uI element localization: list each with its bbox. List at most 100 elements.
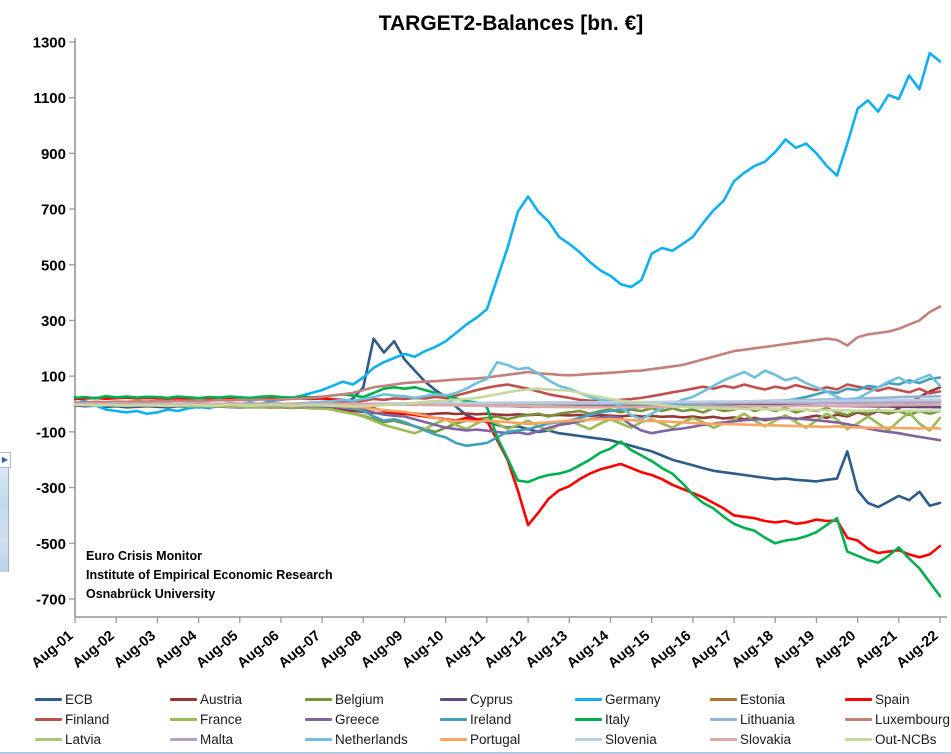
legend-swatch-italy — [575, 717, 602, 721]
y-axis-label: 1100 — [33, 90, 66, 107]
legend-item-malta[interactable]: Malta — [170, 732, 305, 747]
legend-swatch-france — [170, 717, 197, 721]
legend-item-italy[interactable]: Italy — [575, 712, 710, 727]
y-axis-label: 900 — [41, 146, 66, 163]
x-axis-label: Aug-01 — [29, 628, 77, 672]
legend-swatch-malta — [170, 737, 197, 741]
x-axis-label: Aug-19 — [770, 628, 818, 672]
y-axis-label: -500 — [36, 536, 66, 553]
legend-label-ecb: ECB — [65, 691, 93, 707]
legend-swatch-slovakia — [710, 737, 737, 741]
x-axis-label: Aug-12 — [482, 628, 530, 672]
series-line-italy — [73, 385, 942, 598]
series-line-luxembourg — [73, 305, 942, 404]
legend-label-ireland: Ireland — [470, 711, 512, 727]
legend-label-estonia: Estonia — [740, 691, 786, 707]
legend-label-cyprus: Cyprus — [470, 691, 513, 707]
legend-item-out-ncbs[interactable]: Out-NCBs — [845, 732, 951, 747]
legend-label-slovakia: Slovakia — [740, 731, 792, 747]
legend-item-france[interactable]: France — [170, 712, 305, 727]
scroll-arrow-icon[interactable]: ▶ — [0, 452, 11, 468]
x-axis-label: Aug-06 — [235, 628, 283, 672]
legend-label-belgium: Belgium — [335, 691, 384, 707]
series-line-germany — [73, 51, 942, 416]
legend-item-finland[interactable]: Finland — [35, 712, 170, 727]
x-axis-label: Aug-20 — [811, 628, 859, 672]
series-line-out-ncbs — [73, 387, 942, 413]
legend-label-out-ncbs: Out-NCBs — [875, 731, 937, 747]
window-border-bottom — [0, 752, 951, 754]
chart-legend: ECB Austria Belgium Cyprus Germany Estonia Spa… — [35, 689, 951, 749]
x-axis-label: Aug-13 — [523, 628, 571, 672]
x-axis-label: Aug-08 — [317, 628, 365, 672]
x-axis-label: Aug-07 — [276, 628, 324, 672]
legend-item-cyprus[interactable]: Cyprus — [440, 692, 575, 707]
legend-item-slovenia[interactable]: Slovenia — [575, 732, 710, 747]
legend-swatch-ecb — [35, 697, 62, 701]
legend-item-spain[interactable]: Spain — [845, 692, 951, 707]
legend-label-lithuania: Lithuania — [740, 711, 795, 727]
x-axis-label: Aug-10 — [399, 628, 447, 672]
legend-label-germany: Germany — [605, 691, 661, 707]
legend-item-estonia[interactable]: Estonia — [710, 692, 845, 707]
x-axis-label: Aug-09 — [358, 628, 406, 672]
y-axis-label: 1300 — [33, 34, 66, 51]
x-axis-label: Aug-04 — [152, 628, 200, 672]
x-axis-label: Aug-02 — [70, 628, 118, 672]
legend-label-greece: Greece — [335, 711, 380, 727]
legend-swatch-estonia — [710, 697, 737, 701]
y-axis-label: 700 — [41, 202, 66, 219]
legend-label-austria: Austria — [200, 691, 243, 707]
legend-item-greece[interactable]: Greece — [305, 712, 440, 727]
legend-item-luxembourg[interactable]: Luxembourg — [845, 712, 951, 727]
legend-item-austria[interactable]: Austria — [170, 692, 305, 707]
y-axis-label: 500 — [41, 257, 66, 274]
x-axis-label: Aug-11 — [441, 628, 488, 671]
legend-label-italy: Italy — [605, 711, 630, 727]
chart-title: TARGET2-Balances [bn. €] — [378, 12, 644, 35]
annotation-line-2: Institute of Empirical Economic Research — [86, 568, 333, 582]
legend-item-slovakia[interactable]: Slovakia — [710, 732, 845, 747]
y-axis-label: 300 — [41, 313, 66, 330]
x-axis-label: Aug-14 — [564, 628, 612, 672]
y-axis-label: -700 — [36, 591, 66, 608]
x-axis-label: Aug-16 — [646, 628, 694, 672]
legend-swatch-spain — [845, 697, 872, 701]
legend-item-ecb[interactable]: ECB — [35, 692, 170, 707]
legend-swatch-finland — [35, 717, 62, 721]
legend-swatch-latvia — [35, 737, 62, 741]
legend-label-luxembourg: Luxembourg — [875, 711, 951, 727]
legend-item-belgium[interactable]: Belgium — [305, 692, 440, 707]
annotation-line-1: Euro Crisis Monitor — [86, 549, 202, 563]
legend-swatch-germany — [575, 697, 602, 701]
legend-swatch-lithuania — [710, 717, 737, 721]
legend-swatch-belgium — [305, 697, 332, 701]
y-axis-label: -300 — [36, 480, 66, 497]
legend-item-lithuania[interactable]: Lithuania — [710, 712, 845, 727]
x-axis-label: Aug-21 — [852, 628, 900, 672]
legend-swatch-ireland — [440, 717, 467, 721]
annotation-line-3: Osnabrück University — [86, 587, 216, 601]
legend-item-germany[interactable]: Germany — [575, 692, 710, 707]
x-axis-label: Aug-18 — [729, 628, 777, 672]
y-axis-label: 100 — [41, 369, 66, 386]
window-fragment-left — [0, 468, 9, 572]
legend-item-ireland[interactable]: Ireland — [440, 712, 575, 727]
series-line-slovakia — [73, 402, 942, 409]
x-axis-label: Aug-03 — [111, 628, 159, 672]
x-axis-label: Aug-22 — [894, 628, 942, 672]
legend-label-portugal: Portugal — [470, 731, 521, 747]
legend-item-portugal[interactable]: Portugal — [440, 732, 575, 747]
legend-swatch-greece — [305, 717, 332, 721]
legend-item-netherlands[interactable]: Netherlands — [305, 732, 440, 747]
legend-swatch-portugal — [440, 737, 467, 741]
legend-label-malta: Malta — [200, 731, 234, 747]
legend-label-slovenia: Slovenia — [605, 731, 657, 747]
legend-swatch-netherlands — [305, 737, 332, 741]
x-axis-label: Aug-05 — [193, 628, 241, 672]
legend-label-netherlands: Netherlands — [335, 731, 408, 747]
y-axis-label: -100 — [36, 424, 66, 441]
legend-item-latvia[interactable]: Latvia — [35, 732, 170, 747]
